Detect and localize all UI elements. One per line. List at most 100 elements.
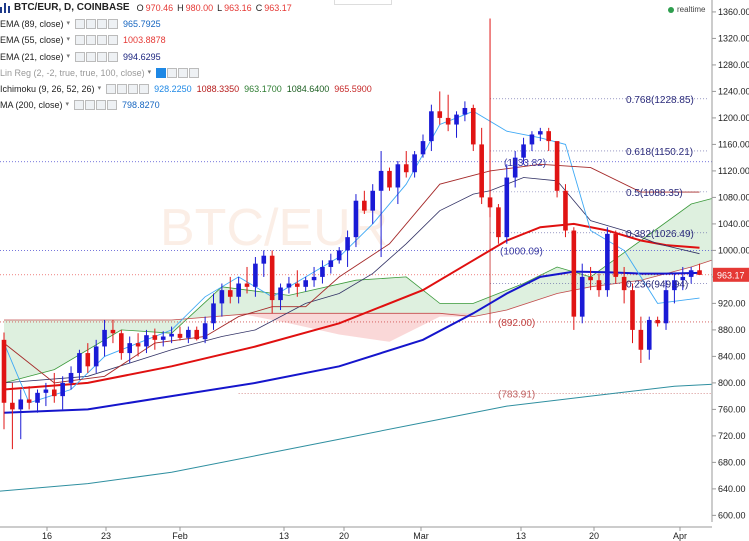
time-tick-label: 23 <box>101 531 111 541</box>
close-icon[interactable] <box>107 100 118 111</box>
ohlc-value: 980.00 <box>185 3 214 13</box>
indicator-name[interactable]: EMA (21, close) <box>0 51 64 62</box>
candle-body <box>563 190 568 231</box>
indicator-name[interactable]: Ichimoku (9, 26, 52, 26) <box>0 83 95 94</box>
candle-body <box>395 164 401 188</box>
time-tick-label: Apr <box>673 531 687 541</box>
indicator-value: 965.7925 <box>123 19 161 30</box>
ohlc-value: 963.16 <box>224 3 252 13</box>
candle-body <box>697 270 702 275</box>
indicator-row[interactable]: Ichimoku (9, 26, 52, 26) ▾ 928.2250 1088.33… <box>0 81 377 97</box>
settings-icon[interactable] <box>86 19 97 30</box>
indicator-row[interactable]: EMA (55, close) ▾ 1003.8878 <box>0 32 377 48</box>
price-level-label: (1133.82) <box>504 158 546 169</box>
candle-body <box>152 335 158 340</box>
settings-icon[interactable] <box>86 51 97 62</box>
indicator-row[interactable]: EMA (89, close) ▾ 965.7925 <box>0 16 377 32</box>
candle-body <box>437 111 443 118</box>
candle-body <box>470 107 476 145</box>
candle-body <box>194 329 200 340</box>
source-icon[interactable] <box>128 84 139 95</box>
candle-body <box>160 336 166 340</box>
symbol-title[interactable]: BTC/EUR, D, COINBASE <box>14 2 130 13</box>
indicator-row[interactable]: Lin Reg (2, -2, true, true, 100, close) ▾ <box>0 65 377 81</box>
candle-body <box>554 141 560 191</box>
candle-body <box>211 303 216 324</box>
candle-body <box>35 392 40 403</box>
visibility-icon[interactable] <box>156 67 167 78</box>
last-price-label: 963.17 <box>717 270 745 280</box>
visibility-icon[interactable] <box>74 100 85 111</box>
candle-body <box>529 134 535 145</box>
settings-icon[interactable] <box>85 100 96 111</box>
candle-body <box>512 157 518 178</box>
price-tick-label: 640.00 <box>718 484 746 494</box>
price-tick-label: 680.00 <box>718 457 746 467</box>
close-icon[interactable] <box>108 19 119 30</box>
time-tick-label: Mar <box>413 531 429 541</box>
close-icon[interactable] <box>139 84 150 95</box>
fibonacci-label: 0.382(1026.49) <box>626 229 694 240</box>
candle-body <box>227 290 233 297</box>
candle-body <box>588 276 593 281</box>
candle-body <box>429 111 434 142</box>
series-line <box>3 270 700 414</box>
candlestick-icon <box>0 3 11 14</box>
source-icon[interactable] <box>97 51 108 62</box>
ichimoku-cloud-bearish <box>238 313 474 342</box>
ichimoku-cloud <box>4 189 749 383</box>
candle-body <box>605 233 610 291</box>
dropdown-caret-icon[interactable]: ▾ <box>66 20 71 28</box>
fibonacci-label: 0.236(949.94) <box>626 280 688 291</box>
close-icon[interactable] <box>189 67 200 78</box>
indicator-buttons <box>74 100 118 111</box>
dropdown-caret-icon[interactable]: ▾ <box>66 36 71 44</box>
candle-body <box>261 255 267 264</box>
indicator-row[interactable]: EMA (21, close) ▾ 994.6295 <box>0 49 377 65</box>
candle-body <box>445 117 451 125</box>
series-line <box>0 383 725 492</box>
dropdown-caret-icon[interactable]: ▾ <box>147 68 152 76</box>
visibility-icon[interactable] <box>106 84 117 95</box>
price-tick-label: 1240.00 <box>718 86 749 96</box>
dropdown-caret-icon[interactable]: ▾ <box>66 52 71 60</box>
dropdown-caret-icon[interactable]: ▾ <box>97 84 102 92</box>
indicator-name[interactable]: Lin Reg (2, -2, true, true, 100, close) <box>0 67 145 78</box>
indicator-name[interactable]: EMA (55, close) <box>0 35 64 46</box>
source-icon[interactable] <box>178 67 189 78</box>
indicator-name[interactable]: EMA (89, close) <box>0 19 64 30</box>
visibility-icon[interactable] <box>75 19 86 30</box>
indicator-name[interactable]: MA (200, close) <box>0 100 63 111</box>
settings-icon[interactable] <box>167 67 178 78</box>
candle-body <box>362 200 367 211</box>
series-line <box>3 110 700 404</box>
indicator-row[interactable]: MA (200, close) ▾ 798.8270 <box>0 97 377 113</box>
candle-body <box>110 329 116 334</box>
source-icon[interactable] <box>97 35 108 46</box>
price-tick-label: 800.00 <box>718 378 746 388</box>
candle-body <box>77 353 82 373</box>
price-level-label: (892.00) <box>498 318 535 329</box>
candle-body <box>18 399 24 410</box>
symbol-row: BTC/EUR, D, COINBASE O 970.46 H 980.00 L 963.… <box>0 0 377 16</box>
visibility-icon[interactable] <box>75 35 86 46</box>
close-icon[interactable] <box>108 51 119 62</box>
last-price-badge <box>713 267 749 282</box>
settings-icon[interactable] <box>86 35 97 46</box>
visibility-icon[interactable] <box>75 51 86 62</box>
candle-body <box>278 287 283 301</box>
settings-icon[interactable] <box>117 84 128 95</box>
source-icon[interactable] <box>97 19 108 30</box>
candle-body <box>370 190 376 211</box>
candle-body <box>60 382 65 397</box>
indicator-buttons <box>75 19 119 30</box>
legend-panel: BTC/EUR, D, COINBASE O 970.46 H 980.00 L 963.… <box>0 0 377 113</box>
indicator-value: 965.5900 <box>334 83 372 94</box>
dropdown-caret-icon[interactable]: ▾ <box>65 101 70 109</box>
toolbar-edge <box>334 0 392 5</box>
price-tick-label: 760.00 <box>718 404 746 414</box>
realtime-label: realtime <box>677 5 706 14</box>
source-icon[interactable] <box>96 100 107 111</box>
close-icon[interactable] <box>108 35 119 46</box>
